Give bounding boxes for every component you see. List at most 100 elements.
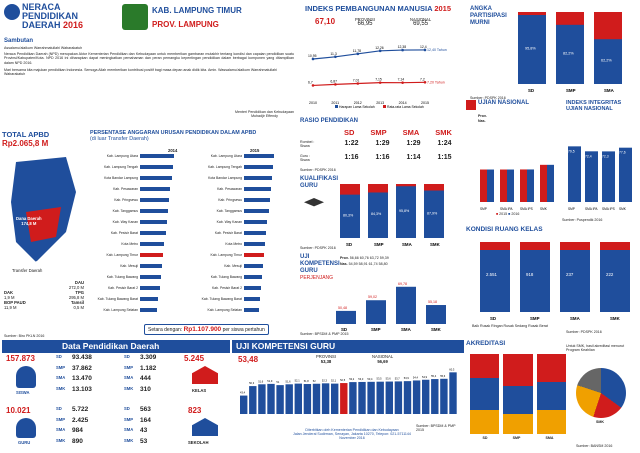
- ruang-bar-top-1: [520, 242, 550, 250]
- ukg2-bar-11: [340, 383, 348, 414]
- ipm-tick-2: 2012: [354, 101, 362, 105]
- anggaran-region-label-2015: Kab. Lampung Utara: [210, 154, 242, 158]
- anggaran-bar-2015: [244, 253, 265, 257]
- ukg2-bar-21: [431, 379, 439, 414]
- ipm-point-0-0: [311, 57, 315, 61]
- kelas-row: SMK 310: [124, 386, 184, 393]
- anggaran-region-label-2015: Kab. Tanggamus: [216, 209, 242, 213]
- dana-value: 174,8 M: [21, 221, 37, 226]
- apm-cat-2: SMA: [604, 88, 615, 93]
- ukg2-nas-label: NASIONAL: [372, 354, 394, 359]
- anggaran-region-label: Kab. Lampung Utara: [106, 154, 138, 158]
- ruang-legend: Baik Rusak Ringan Rusak Sedang Rusak Ber…: [472, 324, 548, 328]
- ipm-label-0-5: 12,4: [420, 45, 427, 49]
- apbd-title: TOTAL APBD: [2, 130, 50, 139]
- siswa-count: 37.862: [72, 364, 92, 372]
- siswa-label: SISWA: [16, 390, 30, 395]
- kab-name: KAB. LAMPUNG TIMUR: [152, 6, 242, 15]
- anggaran-region-label: Kab. Tulang Bawang Barat: [97, 297, 138, 301]
- ukg2-source: Sumber: BPSDM & PMP 2015: [416, 424, 456, 433]
- ipm-label-1-3: 7,15: [375, 78, 382, 82]
- apm-bar-1: [556, 24, 584, 84]
- anggaran-region-label: Kab. Lampung Tengah: [103, 165, 138, 169]
- ukg2-footer3: November 2016: [339, 436, 365, 441]
- kual-value-0: 80,3%: [343, 213, 354, 217]
- rasio-g-smp: 1:16: [375, 154, 390, 161]
- guru-row: SD 5.722: [56, 406, 116, 413]
- ipm-year: 2015: [434, 4, 452, 13]
- ukg2-bar-10: [331, 383, 339, 414]
- ukg-cat-2: SMA: [401, 327, 412, 332]
- sambutan-section: Sambutan Assalamu'alaikum Warrahmatullah…: [4, 38, 294, 128]
- ukg-chart: 50,48 SD 59,02 SMP 69,78 SMA 55,18 SMK: [336, 282, 446, 332]
- anggaran-subtitle: (di luar Transfer Daerah): [90, 136, 149, 142]
- siswa-row: SMP 37.862: [56, 365, 116, 372]
- apbd-map: [11, 157, 76, 262]
- akred-sd: SD: [482, 436, 488, 440]
- ipm-label-0-2: 11,78: [353, 49, 361, 53]
- anggaran-region-label: Kab. Tulang Bawang: [106, 275, 138, 279]
- ukg2-value-9: 52,3: [322, 378, 328, 382]
- ipm-series-line-1: [312, 81, 426, 87]
- ipm-prov: 66,95: [357, 21, 373, 27]
- ukg2-section: UJI KOMPETENSI GURU 53,48 PROVINSI 53,38 …: [232, 340, 464, 451]
- guru-level: SD: [56, 406, 62, 411]
- anggaran-bar-2014: [140, 275, 161, 279]
- ukg2-value-12: 53,2: [349, 377, 355, 381]
- kual-value-1: 84,3%: [371, 212, 382, 216]
- ipm-title: INDEKS PEMBANGUNAN MANUSIA: [305, 4, 433, 13]
- ipm-point-0-1: [334, 55, 337, 59]
- ruang-chart: 2.551 SD 918 SMP 237 SMA 222 SMK: [480, 242, 630, 321]
- sambutan-p2: Mari bersama kita majukan pendidikan Ind…: [4, 67, 277, 77]
- rasio-r-smk: 1:24: [437, 140, 452, 147]
- akred-sma: SMA: [545, 436, 554, 440]
- apm-value-2: 62,2%: [601, 59, 612, 63]
- ukg2-footer1: Diterbitkan oleh Kementerian Pendidikan …: [305, 428, 399, 432]
- un-bar-1-3: [547, 164, 554, 202]
- transfer-value: 1.891 M: [30, 260, 46, 265]
- siswa-total: 157.873: [6, 354, 35, 363]
- teacher-icon: [16, 418, 36, 438]
- ipm-legend-a-swatch: [335, 105, 338, 108]
- ipm-tick-4: 2014: [399, 101, 407, 105]
- ruang-bar-1: [520, 242, 550, 312]
- integ-cat-0: SMP: [568, 207, 575, 211]
- kualifikasi-source: Sumber: PDSPK 2016: [300, 246, 336, 250]
- anggaran-region-label: Kab. Pringsewu: [114, 198, 138, 202]
- dau-label: DAU: [74, 280, 84, 285]
- ipm-label-1-0: 6,7: [308, 80, 313, 84]
- kemdikbud-logo-icon: [4, 4, 20, 20]
- ipm-point-1-5: [423, 81, 427, 84]
- ipm-legend-b-swatch: [383, 105, 386, 108]
- ukg2-bar-16: [385, 381, 393, 414]
- integ-bar-0: [568, 146, 581, 202]
- ukg2-value-22: 55,6: [440, 374, 446, 378]
- anggaran-region-label-2015: Kab. Way Kanan: [216, 220, 242, 224]
- ukg2-nas: 56,69: [377, 359, 388, 364]
- ukg2-bar-8: [312, 383, 321, 414]
- rasio-smp: SMP: [370, 128, 387, 137]
- ipm-series-line-0: [312, 49, 426, 60]
- anggaran-bar-2015: [244, 264, 263, 268]
- kual-cat-1: SMP: [374, 242, 384, 247]
- akred-smp: SMP: [512, 436, 521, 440]
- ipm-label-1-1: 6,87: [330, 79, 337, 83]
- ukg2-bar-5: [285, 384, 293, 414]
- un-legend-2015: 2015: [499, 212, 508, 216]
- kelas-row: SD 3.309: [124, 354, 184, 361]
- integ-bar-3: [619, 147, 632, 202]
- kelas-count: 3.309: [140, 354, 157, 361]
- ipm-legend-b: Rata-rata Lama Sekolah: [387, 105, 424, 109]
- rasio-g-smk: 1:15: [437, 154, 452, 161]
- ukg2-value-23: 60,3: [449, 367, 455, 371]
- anggaran-bar-2015: [244, 220, 268, 224]
- un-bar-0-0: [480, 169, 487, 202]
- un-cat-3: SMK: [540, 207, 548, 211]
- ipm-value: 67,10: [315, 17, 336, 26]
- apbd-source: Sumber: Biro PKLN 2016: [4, 334, 45, 338]
- student-icon: [16, 366, 36, 388]
- kual-bar-1: [368, 192, 388, 238]
- kual-value-2: 95,8%: [399, 209, 410, 213]
- anggaran-region-label-2015: Kab. Pringsewu: [218, 198, 242, 202]
- un-chart: SMP SMA IPA SMA IPS SMK 79,5 SMP 72,4 SMA IPA 72…: [480, 146, 632, 211]
